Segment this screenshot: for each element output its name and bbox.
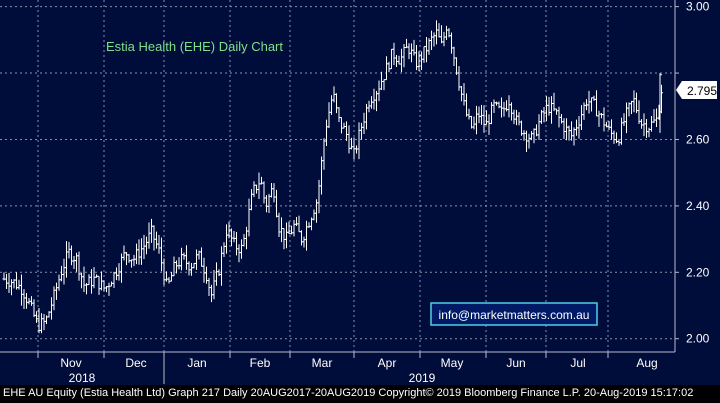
x-month-label: Aug bbox=[636, 356, 657, 370]
y-tick-label: 2.60 bbox=[686, 132, 710, 146]
footer-text: EHE AU Equity (Estia Health Ltd) Graph 2… bbox=[3, 387, 694, 399]
x-month-label: Jun bbox=[506, 356, 525, 370]
price-bars bbox=[2, 20, 663, 334]
last-price-label: 2.795 bbox=[687, 84, 717, 98]
x-year-label: 2019 bbox=[409, 371, 436, 385]
ohlc-chart: 3.00 2.60 2.40 2.20 2.00 Nov Dec Jan Feb Mar Apr M… bbox=[0, 0, 720, 385]
chart-title: Estia Health (EHE) Daily Chart bbox=[106, 39, 283, 54]
x-month-label: May bbox=[441, 356, 464, 370]
x-month-label: Apr bbox=[378, 356, 397, 370]
x-axis-ticks: Nov Dec Jan Feb Mar Apr May Jun Jul Aug 2018 2019 bbox=[37, 352, 658, 385]
y-tick-label: 2.20 bbox=[686, 265, 710, 279]
watermark-box bbox=[430, 302, 598, 326]
y-tick-label: 2.00 bbox=[686, 332, 710, 346]
last-price-tag bbox=[676, 81, 717, 99]
x-month-label: Dec bbox=[125, 356, 146, 370]
last-price-marker: 2.795 bbox=[676, 81, 717, 99]
footer-bar: EHE AU Equity (Estia Health Ltd) Graph 2… bbox=[0, 385, 720, 403]
grid-lines bbox=[0, 0, 675, 352]
y-tick-label: 3.00 bbox=[686, 0, 710, 14]
x-month-label: Jul bbox=[570, 356, 585, 370]
x-month-label: Nov bbox=[60, 356, 81, 370]
plot-background bbox=[0, 0, 720, 385]
x-month-label: Mar bbox=[312, 356, 333, 370]
x-month-label: Feb bbox=[250, 356, 271, 370]
x-year-label: 2018 bbox=[69, 371, 96, 385]
watermark-text[interactable]: info@marketmatters.com.au bbox=[439, 308, 590, 322]
x-month-label: Jan bbox=[187, 356, 206, 370]
y-axis-ticks: 3.00 2.60 2.40 2.20 2.00 bbox=[675, 0, 710, 346]
y-tick-label: 2.40 bbox=[686, 199, 710, 213]
ohlc-bar bbox=[659, 73, 662, 133]
